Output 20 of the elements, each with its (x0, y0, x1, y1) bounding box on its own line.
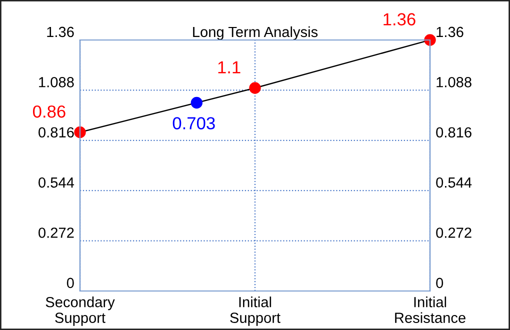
y2-tick-label: 0.816 (436, 127, 472, 138)
data-label: 1.36 (384, 13, 416, 26)
data-label: 0.86 (33, 105, 66, 118)
data-label: 1.1 (218, 61, 240, 74)
x-tick-label: Initial Resistance (395, 296, 466, 323)
y-tick-label: 1.36 (47, 26, 74, 38)
y2-tick-label: 0.272 (436, 228, 472, 238)
y-tick-label: 1.088 (39, 76, 74, 88)
chart-title: Long Term Analysis (193, 26, 318, 40)
annotation: 0.703 (172, 117, 215, 130)
x-tick-label: Secondary Support (46, 296, 115, 326)
y2-tick-label: 1.088 (436, 76, 472, 88)
y2-tick-label: 1.36 (436, 26, 464, 38)
y-tick-label: 0.816 (38, 127, 74, 138)
y-tick-label: 0.272 (38, 228, 74, 238)
y-tick-label: 0.544 (38, 177, 74, 188)
y2-tick-label: 0.544 (436, 177, 472, 188)
y2-tick-label: 0 (436, 278, 444, 288)
x-tick-label: Initial Support (230, 296, 280, 326)
y-tick-label: 0 (66, 278, 74, 288)
